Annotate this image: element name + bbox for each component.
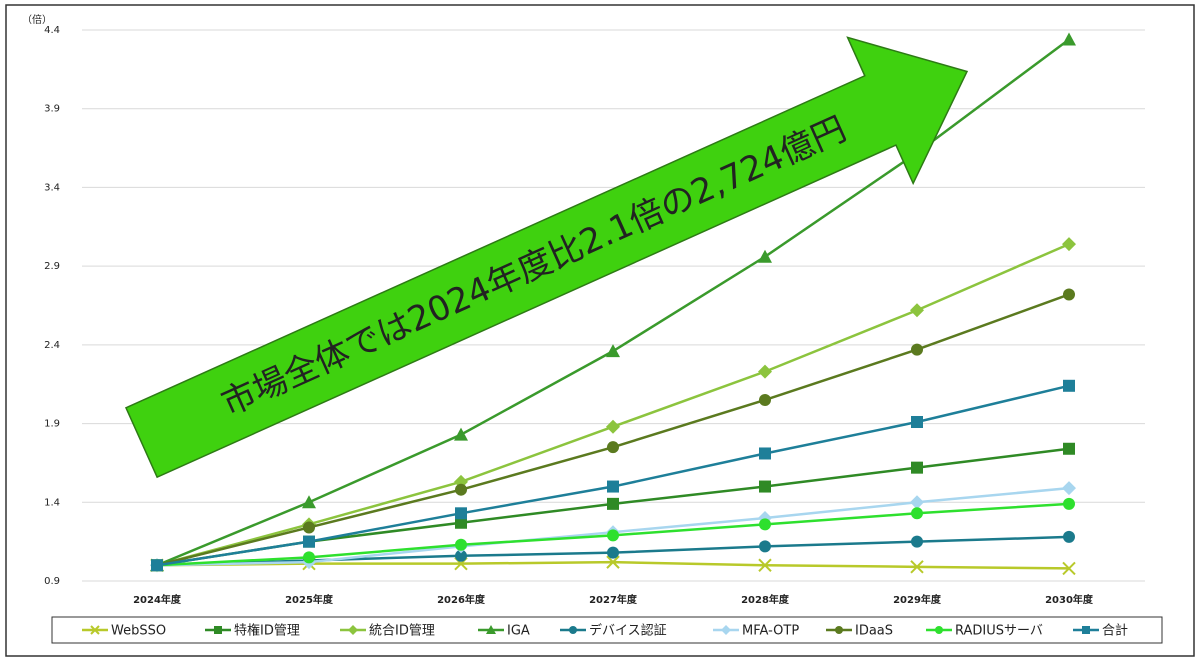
x-tick-label: 2028年度 xyxy=(741,593,790,606)
marker xyxy=(1062,32,1076,46)
marker xyxy=(1062,237,1076,252)
marker xyxy=(758,364,772,379)
marker xyxy=(759,480,771,493)
marker xyxy=(302,495,316,509)
marker xyxy=(911,343,923,356)
marker xyxy=(455,549,467,562)
marker xyxy=(911,535,923,548)
marker xyxy=(1062,481,1076,496)
marker xyxy=(935,626,943,634)
marker xyxy=(486,625,496,634)
marker xyxy=(1063,442,1075,455)
marker xyxy=(759,518,771,531)
x-tick-label: 2029年度 xyxy=(893,593,942,606)
legend-label: デバイス認証 xyxy=(589,623,667,639)
legend-label: IGA xyxy=(507,624,530,639)
annotation: 市場全体では2024年度比2.1倍の2,724億円 xyxy=(216,109,853,424)
marker xyxy=(1063,497,1075,510)
marker xyxy=(214,626,222,634)
legend-label: IDaaS xyxy=(855,624,893,639)
y-tick-label: 3.9 xyxy=(44,104,60,115)
y-tick-label: 0.9 xyxy=(44,576,60,587)
legend-label: RADIUSサーバ xyxy=(955,624,1043,639)
frame xyxy=(5,4,1195,657)
marker xyxy=(721,625,731,635)
marker xyxy=(911,461,923,474)
marker xyxy=(607,497,619,510)
y-tick-label: 2.4 xyxy=(44,340,60,351)
legend-label: MFA-OTP xyxy=(742,624,799,639)
marker xyxy=(759,540,771,553)
x-tick-label: 2030年度 xyxy=(1045,593,1094,606)
x-tick-label: 2026年度 xyxy=(437,593,486,606)
marker xyxy=(911,415,923,428)
marker xyxy=(758,249,772,263)
plot: 0.9 1.4 1.9 2.4 2.9 3.4 3.9 4.4 2024年度 2025年度 2026… xyxy=(44,25,1145,606)
marker xyxy=(759,393,771,406)
marker xyxy=(455,483,467,496)
arrow-shape xyxy=(124,36,969,479)
marker xyxy=(606,419,620,434)
x-tick-label: 2024年度 xyxy=(133,593,182,606)
marker xyxy=(607,441,619,454)
marker xyxy=(455,507,467,520)
marker xyxy=(303,535,315,548)
marker xyxy=(759,447,771,460)
y-tick-label: 4.4 xyxy=(44,25,60,36)
annotation-arrow: 市場全体では2024年度比2.1倍の2,724億円 xyxy=(124,36,969,479)
marker xyxy=(606,555,620,569)
marker xyxy=(1062,561,1076,576)
marker xyxy=(910,303,924,318)
y-unit: （倍） xyxy=(22,13,52,26)
y-tick-label: 1.9 xyxy=(44,419,60,430)
marker xyxy=(455,538,467,551)
marker xyxy=(151,559,163,572)
marker xyxy=(303,521,315,534)
legend-label: 特権ID管理 xyxy=(234,623,300,639)
marker xyxy=(569,626,577,634)
legend-box xyxy=(51,616,1163,644)
marker xyxy=(1063,379,1075,392)
marker xyxy=(90,625,100,635)
marker xyxy=(348,625,358,635)
marker xyxy=(606,344,620,358)
legend-label: 合計 xyxy=(1102,623,1128,639)
marker xyxy=(1082,626,1090,634)
marker xyxy=(758,558,772,572)
y-tick-label: 1.4 xyxy=(44,497,60,508)
y-tick-label: 2.9 xyxy=(44,261,60,272)
marker xyxy=(303,551,315,564)
marker xyxy=(910,560,924,574)
marker xyxy=(835,626,843,634)
marker xyxy=(454,427,468,441)
x-tick-label: 2027年度 xyxy=(589,593,638,606)
marker xyxy=(607,480,619,493)
legend-label: WebSSO xyxy=(111,624,166,639)
marker xyxy=(607,529,619,542)
legend-label: 統合ID管理 xyxy=(369,624,435,639)
y-tick-label: 3.4 xyxy=(44,182,60,193)
marker xyxy=(1063,288,1075,301)
marker xyxy=(455,516,467,529)
marker xyxy=(607,546,619,559)
x-tick-label: 2025年度 xyxy=(285,593,334,606)
marker xyxy=(910,495,924,510)
marker xyxy=(1063,530,1075,543)
marker xyxy=(911,507,923,520)
